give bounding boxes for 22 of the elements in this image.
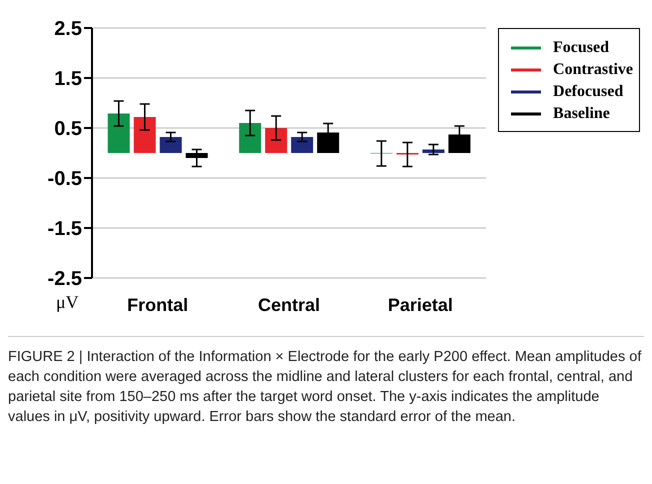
y-tick-label: -1.5 xyxy=(48,218,82,240)
legend-label: Focused xyxy=(553,38,610,58)
x-tick-label: Parietal xyxy=(388,294,453,315)
legend-label: Baseline xyxy=(553,104,610,124)
bar xyxy=(265,128,288,153)
legend-label: Contrastive xyxy=(553,60,633,80)
y-tick-label: -2.5 xyxy=(48,268,82,290)
caption: FIGURE 2 | Interaction of the Information × Electrode for the early P200 effect. Mean amplitudes of each condition were averaged across the midline and lateral clusters for each frontal, central, and parietal site from 150–250 ms after the target word onset. The y-axis indicates the amplitude values in μV, positivity upward. Error bars show the standard error of the mean. xyxy=(8,348,642,427)
bar xyxy=(108,114,130,153)
x-tick-label: Frontal xyxy=(127,294,188,315)
bar xyxy=(422,150,444,153)
y-axis-title: μV xyxy=(56,292,79,313)
x-tick-label: Central xyxy=(258,294,320,315)
bar xyxy=(160,137,182,153)
bar xyxy=(291,137,314,153)
y-tick-label: 0.5 xyxy=(54,118,82,140)
y-tick-label: 2.5 xyxy=(54,18,82,40)
bar xyxy=(239,123,262,153)
y-tick-label: 1.5 xyxy=(54,68,82,90)
bar xyxy=(134,117,156,153)
legend-label: Defocused xyxy=(553,82,624,102)
y-tick-label: -0.5 xyxy=(48,168,82,190)
